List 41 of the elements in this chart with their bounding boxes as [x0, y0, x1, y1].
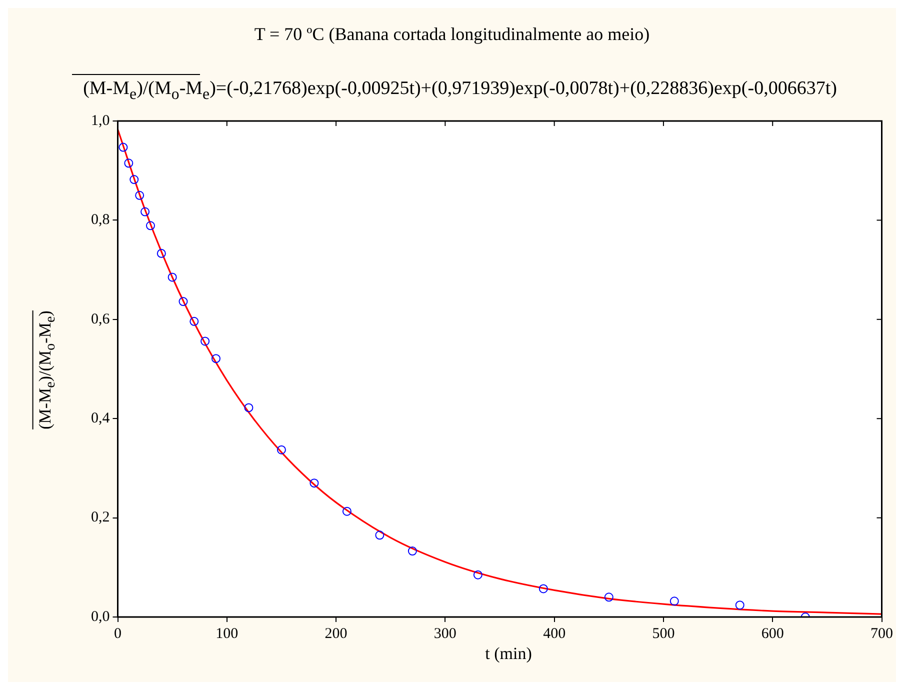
point — [604, 592, 614, 602]
point — [276, 445, 286, 454]
point — [670, 596, 679, 606]
point — [190, 316, 199, 326]
point — [408, 546, 417, 556]
point — [130, 175, 139, 184]
point — [342, 506, 352, 516]
point — [244, 403, 254, 412]
point — [375, 530, 384, 540]
point — [735, 600, 744, 610]
y-tick-label: 0,8 — [91, 212, 110, 228]
y-tick-label: 0,6 — [91, 311, 110, 328]
point — [200, 336, 210, 346]
point — [473, 570, 482, 580]
point — [140, 207, 150, 216]
point — [118, 142, 128, 152]
point — [310, 478, 319, 488]
x-tick-label: 600 — [761, 626, 784, 642]
x-tick-label: 200 — [324, 626, 348, 642]
y-tick-label: 1,0 — [91, 112, 110, 129]
chart-title: T = 70 ºC (Banana cortada longitudinalmente ao meio) — [253, 24, 651, 45]
line-series — [118, 128, 882, 615]
point — [146, 221, 155, 230]
point — [135, 190, 144, 200]
x-tick-label: 100 — [216, 626, 238, 642]
point — [211, 354, 220, 364]
chart-subtitle: (M-M$_{e}$)/(M$_{o}$-M$_{e}$)=(-0,21768)exp(-0,00925t)+(0,971939)exp(-0,0078t)+(0,228836)exp(-0,006637t) — [82, 78, 838, 104]
x-tick-label: 400 — [543, 626, 566, 642]
point — [538, 584, 548, 594]
y-tick-label: 0,0 — [91, 608, 110, 625]
x-axis-title: t (min) — [484, 644, 533, 664]
x-tick-label: 0 — [114, 626, 122, 642]
x-tick-label: 500 — [652, 626, 675, 642]
x-tick-label: 700 — [870, 626, 893, 642]
x-tick-label: 300 — [434, 626, 456, 642]
point — [156, 248, 166, 258]
y-tick-label: 0,2 — [91, 510, 110, 526]
point — [124, 158, 134, 168]
y-tick-label: 0,4 — [91, 410, 110, 427]
point — [168, 272, 177, 282]
point — [178, 297, 188, 306]
